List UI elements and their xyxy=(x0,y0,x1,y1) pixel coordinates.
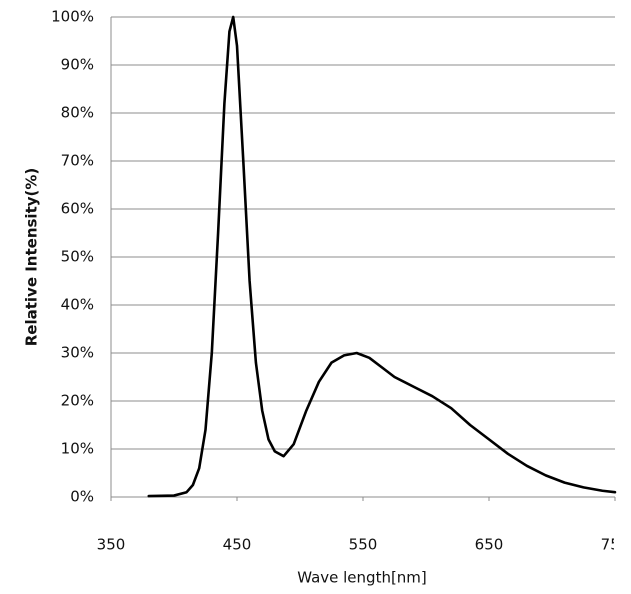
x-tick-label: 450 xyxy=(223,536,252,554)
x-tick-label: 750 xyxy=(601,536,630,554)
y-tick-label: 60% xyxy=(61,200,94,218)
x-tick-label: 350 xyxy=(97,536,126,554)
y-axis-title: Relative Intensity(%) xyxy=(23,168,41,347)
y-tick-label: 90% xyxy=(61,56,94,74)
y-tick-label: 30% xyxy=(61,344,94,362)
spectrum-line xyxy=(147,15,617,498)
y-tick-label: 100% xyxy=(51,8,94,26)
y-tick-label: 40% xyxy=(61,296,94,314)
y-tick-label: 50% xyxy=(61,248,94,266)
x-axis-title: Wave length[nm] xyxy=(297,569,427,587)
y-tick-label: 20% xyxy=(61,392,94,410)
y-tick-label: 10% xyxy=(61,440,94,458)
y-tick-label: 80% xyxy=(61,104,94,122)
x-tick-label: 550 xyxy=(349,536,378,554)
y-tick-label: 70% xyxy=(61,152,94,170)
y-tick-label: 0% xyxy=(70,488,94,506)
x-tick-label: 650 xyxy=(475,536,504,554)
